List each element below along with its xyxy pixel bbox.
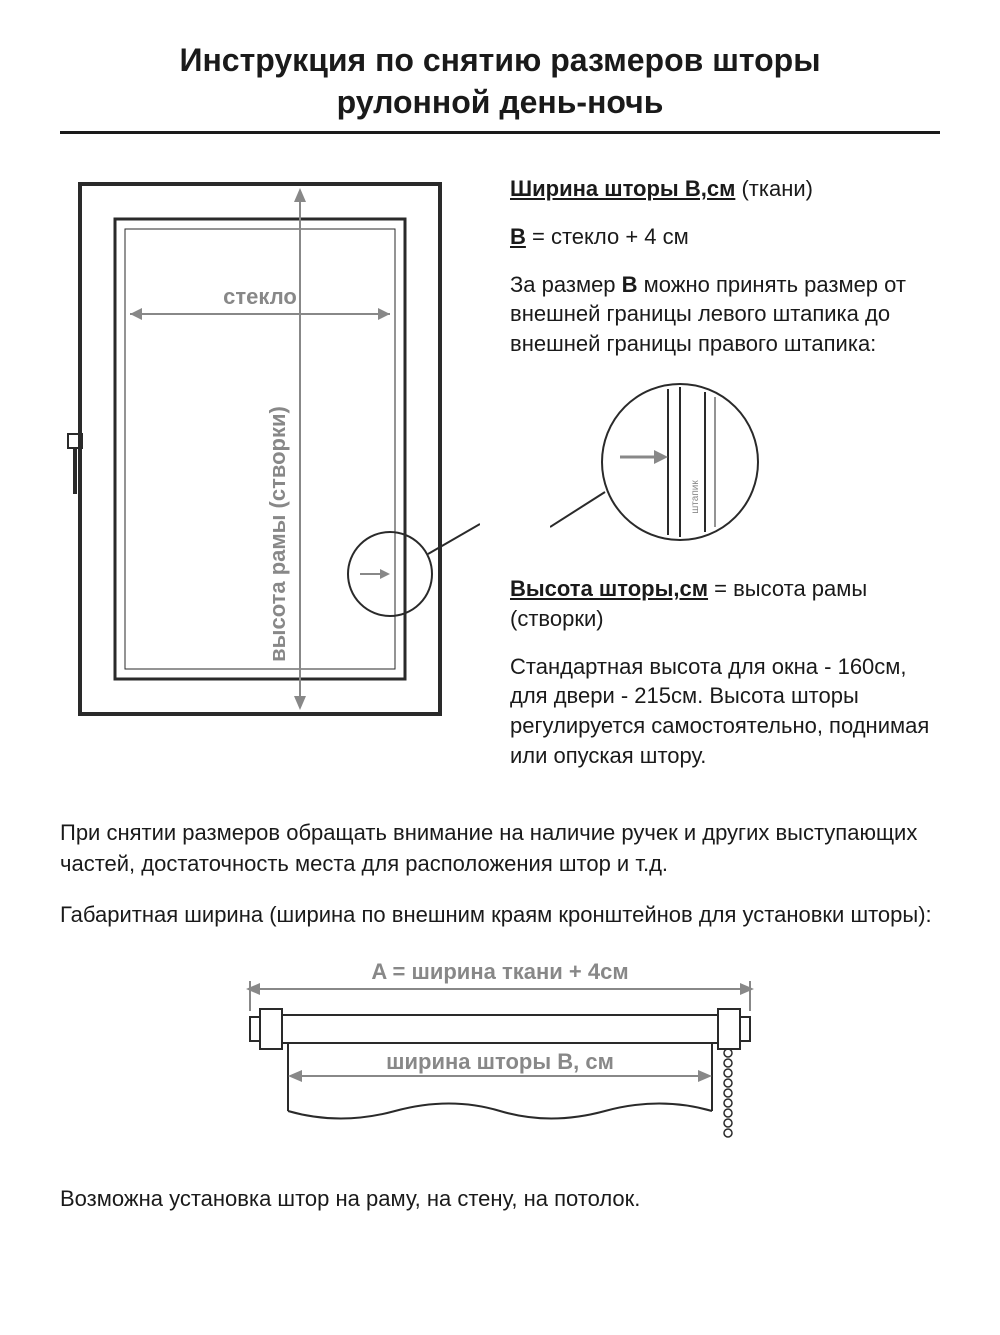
glass-label: стекло (223, 284, 297, 309)
footer-text: Возможна установка штор на раму, на стен… (60, 1186, 940, 1212)
overall-width-text: Габаритная ширина (ширина по внешним кра… (60, 900, 940, 931)
window-diagram: стекло высота рамы (створки) (60, 174, 480, 734)
bead-chain (724, 1049, 732, 1137)
detail-magnifier: штапик (550, 377, 790, 557)
note-text: При снятии размеров обращать внимание на… (60, 818, 940, 880)
width-heading-rest: (ткани) (735, 176, 813, 201)
title-line-2: рулонной день-ночь (337, 84, 664, 120)
height-description: Стандартная высота для окна - 160см, для… (510, 652, 940, 771)
width-heading: Ширина шторы В,см (ткани) (510, 174, 940, 204)
width-formula-rest: = стекло + 4 см (526, 224, 689, 249)
width-formula-var: В (510, 224, 526, 249)
title-line-1: Инструкция по снятию размеров шторы (179, 42, 820, 78)
width-description: За размер В можно принять размер от внеш… (510, 270, 940, 359)
roller-diagram-container: A = ширина ткани + 4см ширина шторы В, (220, 951, 780, 1156)
width-desc-bold: В (622, 272, 638, 297)
roller-label-a: A = ширина ткани + 4см (371, 959, 628, 984)
height-heading: Высота шторы,см = высота рамы (створки) (510, 574, 940, 633)
roller-diagram: A = ширина ткани + 4см ширина шторы В, (220, 951, 780, 1151)
shtapik-label: штапик (690, 479, 701, 513)
text-column: Ширина шторы В,см (ткани) В = стекло + 4… (510, 174, 940, 788)
frame-height-label: высота рамы (створки) (265, 406, 290, 662)
width-formula: В = стекло + 4 см (510, 222, 940, 252)
width-heading-bold: Ширина шторы В,см (510, 176, 735, 201)
main-content-row: стекло высота рамы (створки) Ширина штор… (60, 174, 940, 788)
page-title: Инструкция по снятию размеров шторы руло… (60, 40, 940, 134)
roller-label-b: ширина шторы В, см (386, 1049, 614, 1074)
width-desc-prefix: За размер (510, 272, 622, 297)
height-heading-bold: Высота шторы,см (510, 576, 708, 601)
window-diagram-column: стекло высота рамы (створки) (60, 174, 480, 788)
